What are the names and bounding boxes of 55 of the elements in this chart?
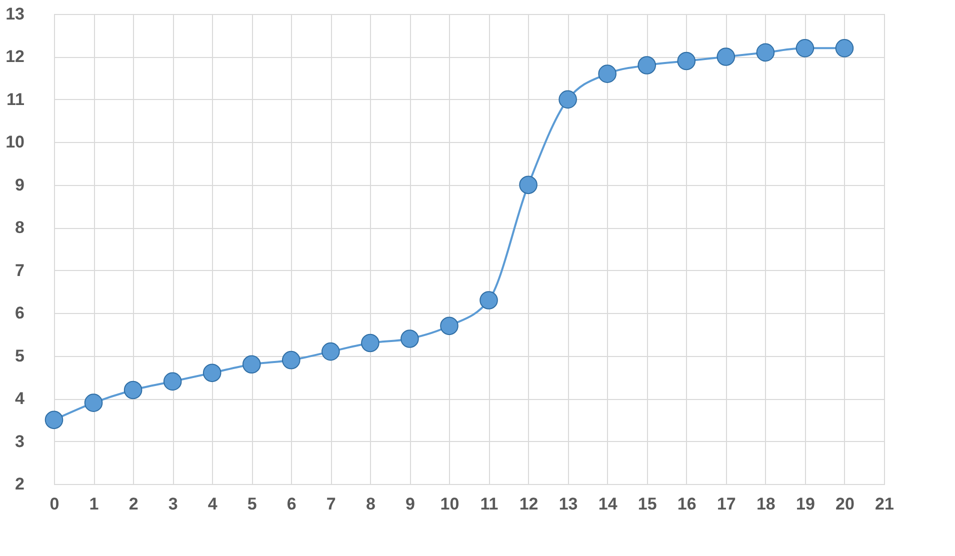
- point: [400, 330, 419, 348]
- x-tick-label: 10: [440, 494, 460, 514]
- x-tick-label: 16: [677, 494, 696, 514]
- x-tick-label: 14: [598, 494, 618, 514]
- y-tick-label: 2: [15, 474, 24, 494]
- x-tick-label: 9: [405, 494, 415, 514]
- point: [796, 39, 814, 58]
- point: [440, 316, 458, 336]
- x-tick-label: 17: [716, 494, 736, 514]
- x-tick-label: 5: [247, 494, 257, 514]
- y-tick-label: 6: [15, 304, 24, 323]
- point: [756, 43, 775, 62]
- y-tick-label: 10: [6, 132, 24, 152]
- x-tick-label: 0: [50, 494, 60, 514]
- x-tick-label: 19: [796, 494, 815, 514]
- point: [44, 410, 64, 430]
- point: [480, 291, 498, 310]
- x-tick-label: 6: [286, 494, 296, 514]
- y-tick-label: 12: [6, 47, 24, 66]
- y-tick-label: 11: [6, 90, 24, 109]
- point: [84, 394, 103, 412]
- point: [638, 56, 656, 74]
- x-tick-label: 12: [519, 494, 538, 514]
- y-tick-label: 13: [6, 4, 24, 24]
- y-tick-label: 4: [15, 389, 26, 408]
- point: [716, 48, 736, 66]
- x-tick-label: 4: [208, 494, 218, 514]
- y-tick-label: 8: [15, 218, 24, 238]
- point: [519, 176, 538, 194]
- x-tick-label: 18: [756, 494, 776, 514]
- x-tick-label: 15: [638, 494, 657, 514]
- point: [558, 90, 577, 109]
- point: [598, 64, 616, 83]
- x-tick-label: 20: [836, 494, 854, 514]
- point: [124, 380, 142, 400]
- x-tick-label: 2: [128, 494, 138, 514]
- y-tick-label: 7: [15, 260, 24, 280]
- x-tick-label: 13: [558, 494, 578, 514]
- x-tick-label: 7: [326, 494, 336, 514]
- point: [202, 364, 222, 382]
- x-tick-label: 21: [875, 494, 894, 514]
- y-tick-label: 3: [15, 432, 24, 451]
- y-tick-label: 5: [15, 346, 24, 366]
- point: [242, 355, 261, 374]
- x-tick-label: 3: [168, 494, 178, 514]
- point: [282, 350, 300, 370]
- point: [322, 342, 340, 361]
- point: [163, 372, 182, 391]
- x-tick-label: 1: [89, 494, 99, 514]
- x-tick-label: 8: [366, 494, 376, 514]
- point: [835, 39, 854, 58]
- x-tick-label: 11: [480, 494, 498, 514]
- y-tick-label: 9: [15, 175, 24, 194]
- point: [677, 52, 696, 70]
- point: [361, 334, 380, 352]
